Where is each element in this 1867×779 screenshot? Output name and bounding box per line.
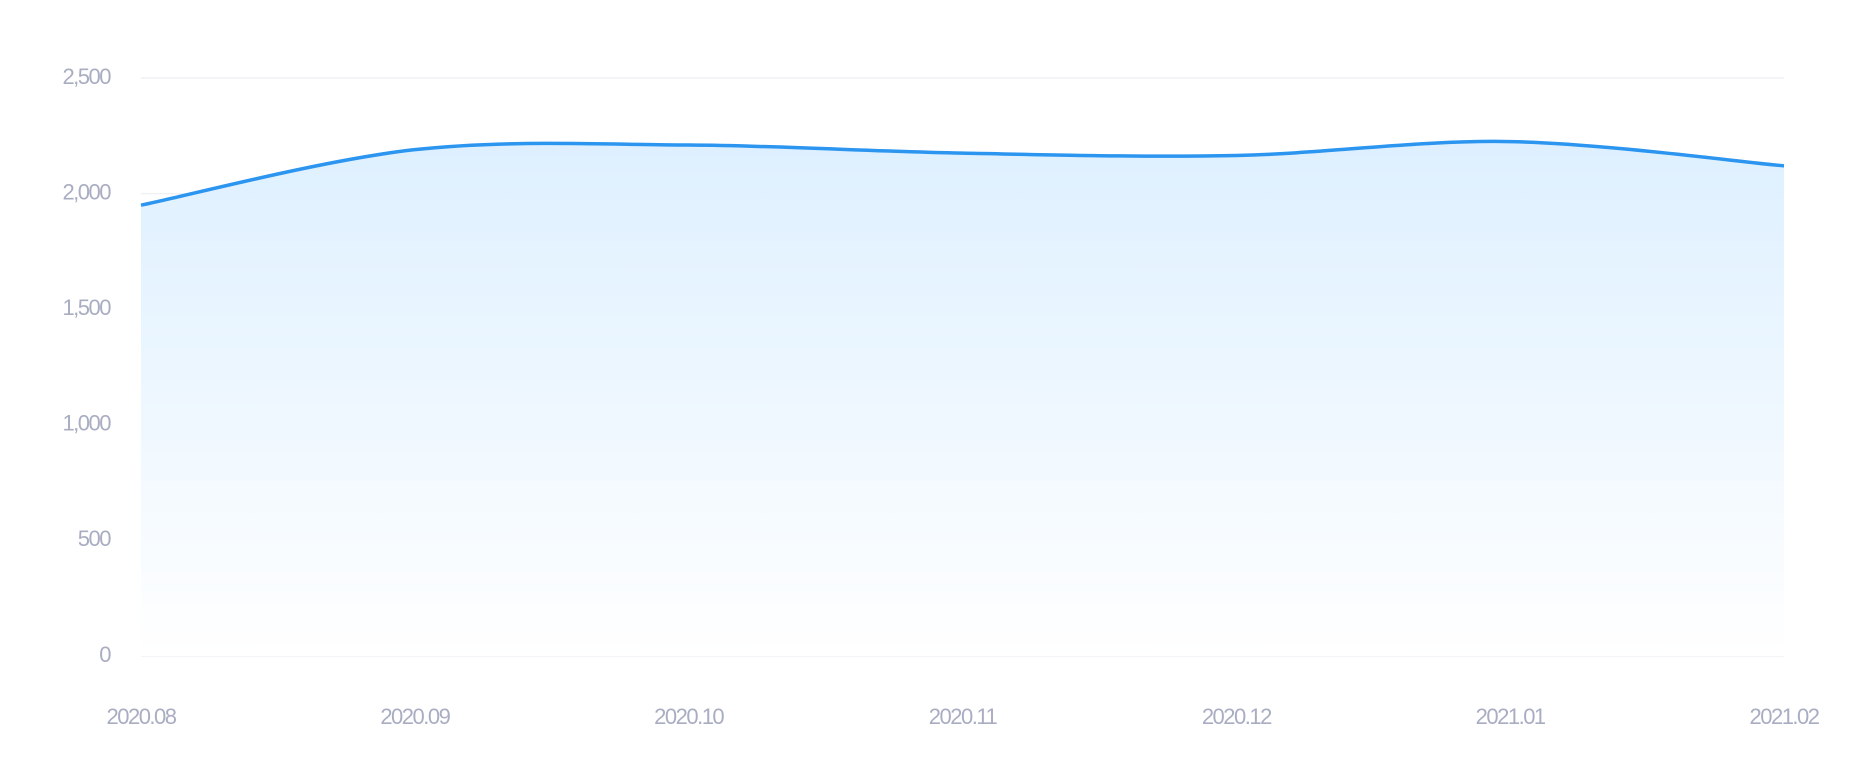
y-tick-label: 1,500 bbox=[62, 295, 111, 320]
y-tick-label: 1,000 bbox=[62, 411, 111, 436]
y-tick-label: 0 bbox=[99, 642, 111, 667]
x-tick-label: 2021.02 bbox=[1749, 704, 1819, 729]
y-tick-label: 2,500 bbox=[62, 64, 111, 89]
line bbox=[140, 139, 1785, 207]
x-tick-label: 2020.09 bbox=[380, 704, 450, 729]
x-tick-label: 2020.12 bbox=[1202, 704, 1272, 729]
x-tick-label: 2020.11 bbox=[929, 704, 998, 729]
x-tick-label: 2021.01 bbox=[1476, 704, 1546, 729]
x-tick-label: 2020.10 bbox=[654, 704, 724, 729]
y-tick-label: 500 bbox=[78, 526, 111, 551]
x-tick-label: 2020.08 bbox=[106, 704, 176, 729]
area bbox=[141, 141, 1784, 656]
y-tick-label: 2,000 bbox=[62, 179, 111, 204]
